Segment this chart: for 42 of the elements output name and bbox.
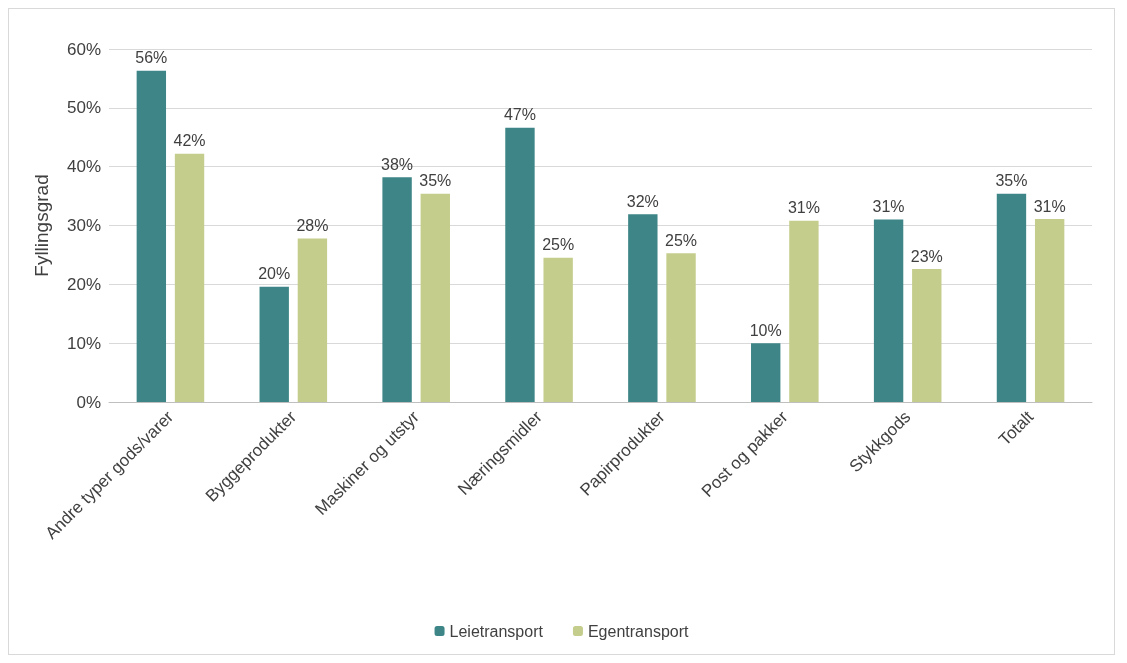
bar	[751, 343, 781, 402]
data-label: 31%	[1033, 197, 1066, 215]
legend-label: Egentransport	[587, 622, 689, 640]
bar	[666, 253, 696, 402]
data-label: 28%	[296, 216, 329, 234]
y-tick-label: 50%	[66, 98, 101, 118]
bar	[543, 257, 573, 402]
bar	[174, 153, 205, 402]
y-tick-label: 10%	[66, 333, 101, 353]
data-label: 25%	[665, 231, 698, 249]
y-tick-label: 60%	[66, 39, 101, 59]
data-label: 32%	[626, 192, 659, 210]
data-label: 56%	[135, 49, 168, 67]
bar	[912, 269, 942, 402]
data-label: 25%	[542, 236, 575, 254]
y-tick-label: 40%	[66, 157, 101, 177]
data-label: 31%	[787, 199, 820, 217]
data-label: 23%	[910, 247, 943, 265]
data-label: 47%	[503, 106, 536, 124]
bar	[382, 177, 412, 402]
data-label: 35%	[995, 172, 1028, 190]
bar	[136, 70, 167, 402]
bar	[996, 193, 1027, 402]
bar	[505, 127, 535, 402]
y-tick-label: 20%	[66, 274, 101, 294]
bar	[297, 238, 328, 402]
data-label: 10%	[749, 321, 782, 339]
bar	[789, 220, 819, 402]
data-label: 35%	[419, 172, 452, 190]
bar	[628, 214, 658, 402]
y-tick-label: 30%	[66, 216, 101, 235]
bar	[1034, 219, 1065, 402]
data-label: 31%	[872, 198, 905, 216]
y-axis-title: Fyllingsgrad	[31, 174, 52, 277]
y-tick-label: 0%	[76, 392, 101, 412]
bar	[259, 286, 289, 402]
bar	[420, 193, 450, 402]
legend-label: Leietransport	[449, 622, 544, 640]
data-label: 38%	[381, 155, 414, 173]
data-label: 42%	[173, 132, 206, 150]
data-label: 20%	[258, 265, 291, 283]
bar	[873, 219, 904, 402]
